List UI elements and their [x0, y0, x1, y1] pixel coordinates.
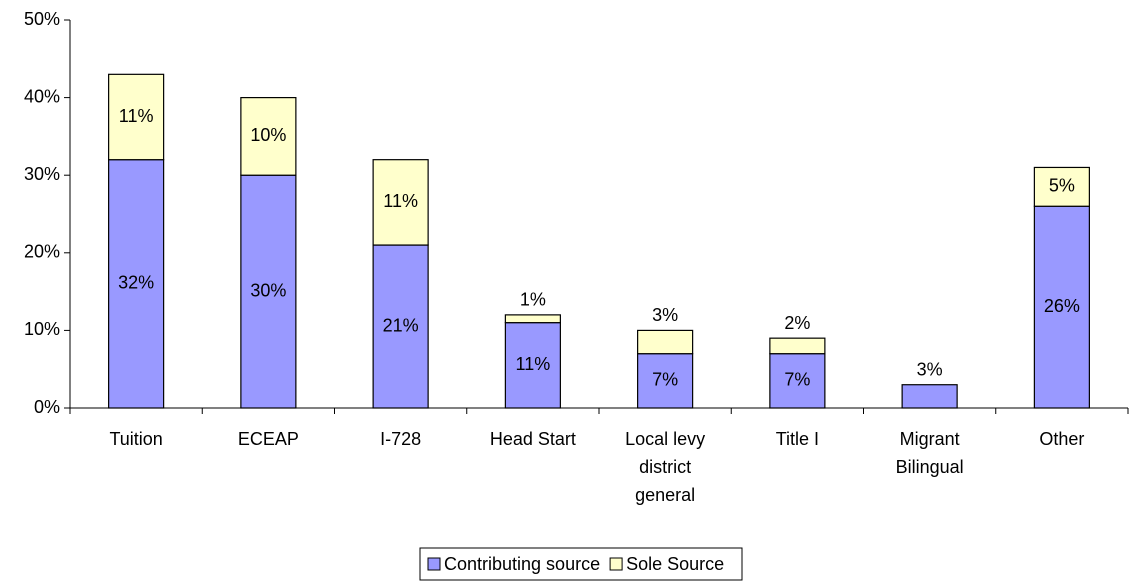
data-label: 7% — [652, 370, 678, 390]
x-tick-label: Other — [1039, 429, 1084, 449]
bar-segment — [108, 159, 165, 409]
data-label: 32% — [118, 273, 154, 293]
data-label: 2% — [784, 313, 810, 333]
y-tick-label: 40% — [24, 86, 60, 106]
y-tick-label: 0% — [34, 397, 60, 417]
x-tick-label: I-728 — [380, 429, 421, 449]
data-label: 3% — [652, 305, 678, 325]
legend-swatch — [609, 557, 623, 571]
bar-segment — [240, 174, 297, 409]
x-tick-label: Tuition — [109, 429, 162, 449]
bar-segment — [769, 353, 826, 409]
legend-swatch — [427, 557, 441, 571]
data-label: 11% — [383, 191, 418, 211]
data-label: 11% — [516, 354, 551, 374]
bar-segment — [504, 314, 561, 324]
data-label: 26% — [1044, 296, 1080, 316]
x-tick-label: Head Start — [490, 429, 576, 449]
data-label: 5% — [1049, 176, 1075, 196]
y-tick-label: 30% — [24, 164, 60, 184]
bar-segment — [240, 96, 297, 176]
y-tick-label: 10% — [24, 319, 60, 339]
x-tick-label: Migrant Bilingual — [896, 429, 964, 477]
bar-segment — [1033, 205, 1090, 409]
data-label: 1% — [520, 290, 546, 310]
x-tick-label: ECEAP — [238, 429, 299, 449]
bar-segment — [901, 384, 958, 409]
bar-segment — [637, 353, 694, 409]
x-tick-label: Title I — [776, 429, 819, 449]
data-label: 7% — [784, 370, 810, 390]
legend-label: Contributing source — [444, 554, 600, 574]
bar-segment — [637, 329, 694, 355]
x-tick-label: Local levy district general — [625, 429, 705, 505]
data-label: 11% — [119, 106, 154, 126]
bar-segment — [372, 159, 429, 246]
bar-segment — [769, 337, 826, 355]
bar-segment — [372, 244, 429, 409]
bar-segment — [1033, 166, 1090, 207]
legend-label: Sole Source — [626, 554, 724, 574]
y-tick-label: 50% — [24, 9, 60, 29]
data-label: 10% — [250, 125, 286, 145]
legend-box — [419, 547, 743, 581]
data-label: 21% — [383, 315, 419, 335]
data-label: 3% — [917, 359, 943, 379]
y-tick-label: 20% — [24, 242, 60, 262]
bar-segment — [108, 73, 165, 161]
data-label: 30% — [250, 280, 286, 300]
